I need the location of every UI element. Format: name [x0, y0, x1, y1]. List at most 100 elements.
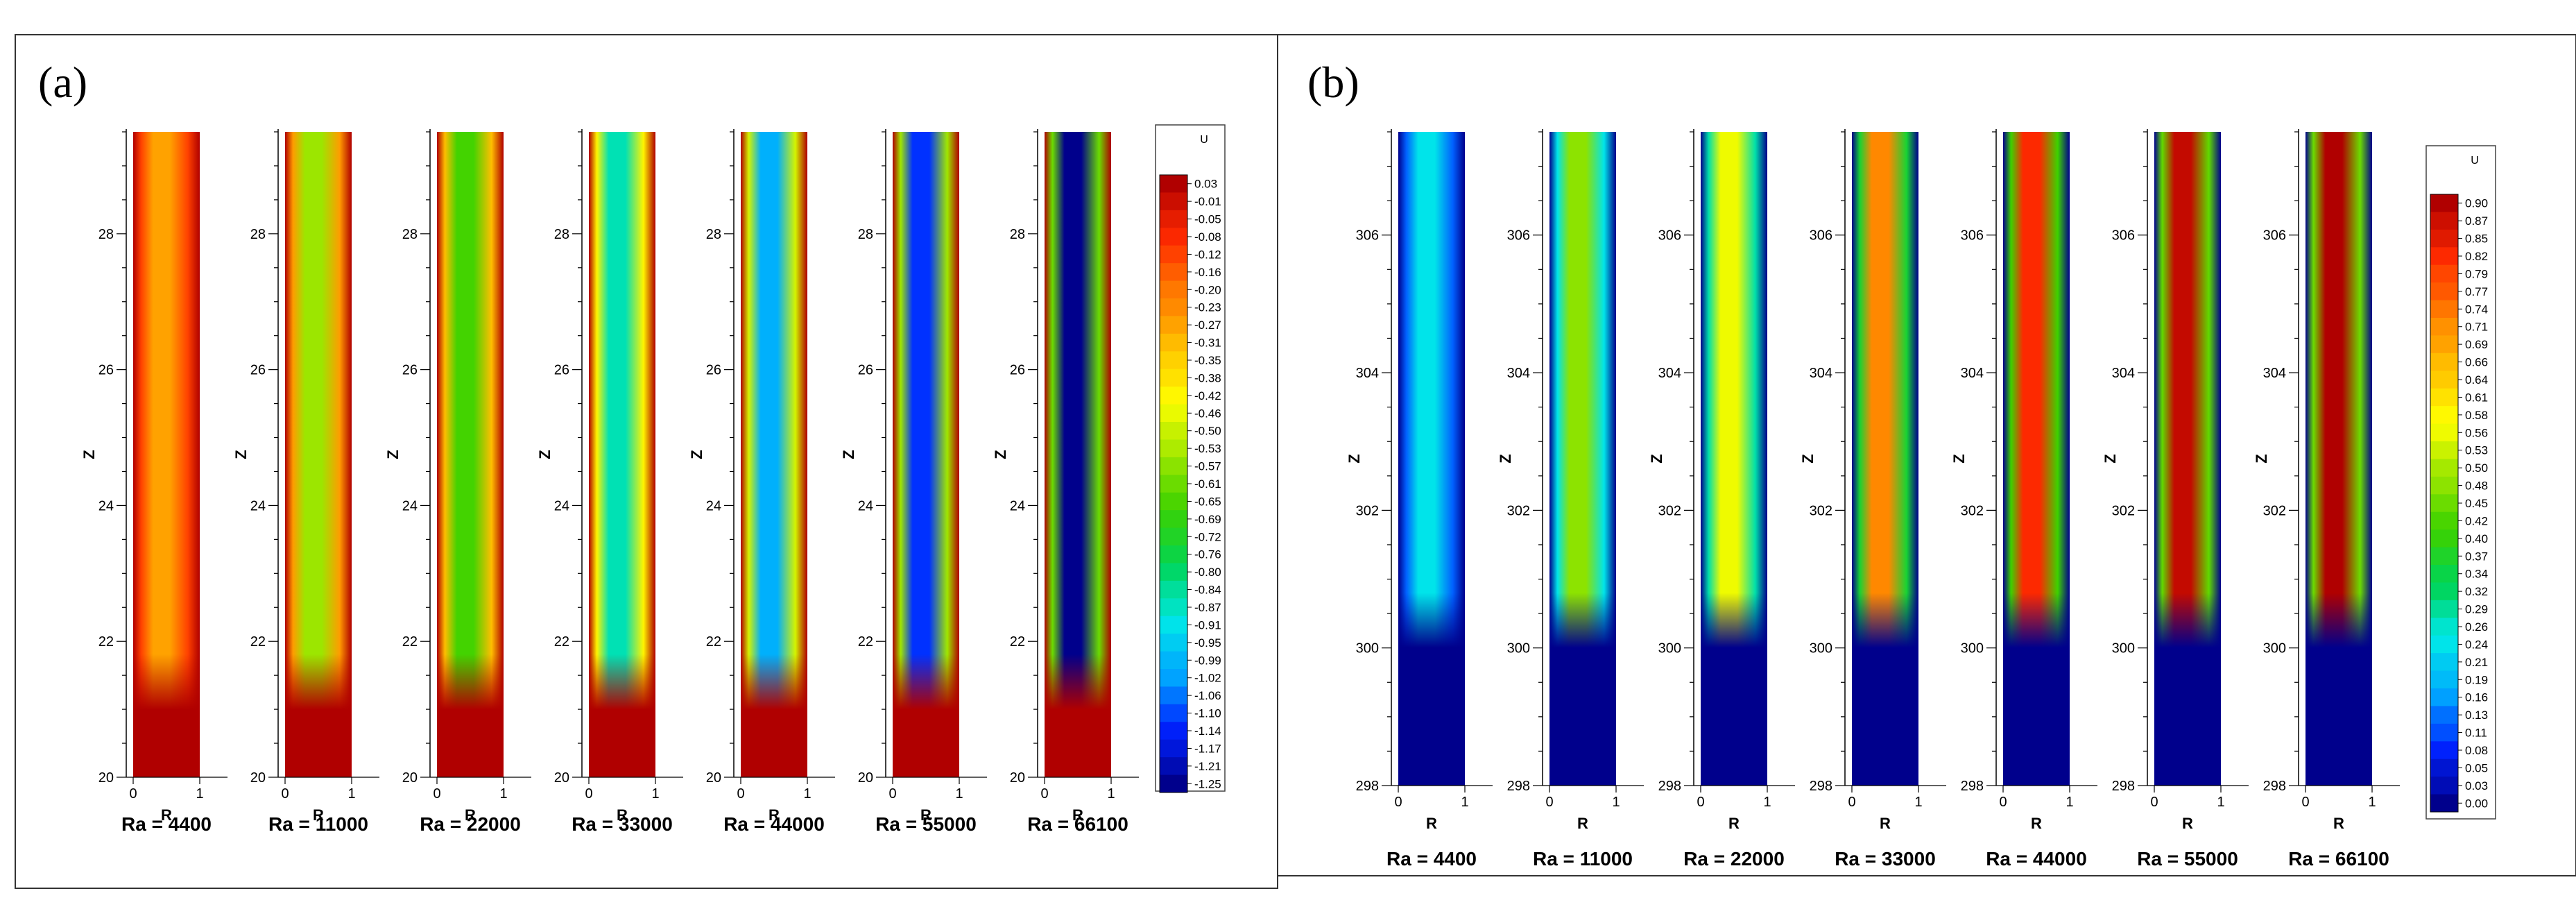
- colorbar-band: [1160, 669, 1187, 687]
- r-tick-label: 1: [2368, 795, 2376, 810]
- colorbar-band: [2430, 423, 2458, 442]
- plot-b-4: 298 300 302 304 306 Z 0 1 R Ra = 33000: [1799, 129, 1946, 870]
- z-tick-label: 298: [1961, 779, 1984, 794]
- colorbar-level-label: 0.13: [2465, 709, 2488, 722]
- colorbar-level-label: -0.12: [1194, 248, 1221, 261]
- colorbar-band: [2430, 388, 2458, 407]
- colorbar-band: [1160, 651, 1187, 670]
- r-axis-title: R: [1880, 815, 1891, 832]
- z-tick-label: 298: [1507, 779, 1530, 794]
- colorbar-band: [1160, 475, 1187, 493]
- z-tick-label: 28: [250, 227, 266, 242]
- ra-label-b-5: Ra = 44000: [1986, 848, 2087, 870]
- colorbar-band: [2430, 229, 2458, 248]
- r-tick-label: 1: [1461, 795, 1468, 810]
- colorbar-band: [1160, 563, 1187, 582]
- z-tick-label: 302: [2112, 503, 2135, 518]
- z-tick-label: 26: [554, 363, 569, 378]
- entry-region-a-7: [1045, 132, 1111, 777]
- ra-label-b-4: Ra = 33000: [1835, 848, 1936, 870]
- colorbar-band: [2430, 459, 2458, 477]
- z-tick-label: 28: [706, 227, 721, 242]
- plot-a-4: 20 22 24 26 28 Z 0 1 RRa = 33000: [536, 129, 683, 835]
- colorbar-band: [1160, 739, 1187, 758]
- z-tick-label: 28: [858, 227, 873, 242]
- z-tick-label: 22: [250, 634, 266, 650]
- colorbar-level-label: -0.05: [1194, 213, 1221, 226]
- entry-region-a-2: [285, 132, 352, 777]
- r-tick-label: 0: [1999, 795, 2007, 810]
- panel-b-label: (b): [1307, 58, 1359, 107]
- colorbar-band: [2430, 318, 2458, 336]
- colorbar-band: [1160, 368, 1187, 387]
- r-axis-title: R: [2031, 815, 2042, 832]
- r-tick-label: 0: [2150, 795, 2158, 810]
- colorbar-level-label: -0.57: [1194, 460, 1221, 473]
- r-tick-label: 1: [1914, 795, 1922, 810]
- colorbar-band: [2430, 406, 2458, 425]
- r-tick-label: 1: [803, 786, 811, 802]
- r-tick-label: 0: [2301, 795, 2309, 810]
- colorbar-band: [1160, 616, 1187, 634]
- z-tick-label: 298: [1658, 779, 1681, 794]
- colorbar-band: [2430, 758, 2458, 777]
- ra-label-a-6: Ra = 55000: [875, 813, 977, 835]
- colorbar-level-label: -0.76: [1194, 548, 1221, 561]
- ra-label-b-3: Ra = 22000: [1683, 848, 1785, 870]
- colorbar-level-label: -0.08: [1194, 230, 1221, 244]
- colorbar-band: [2430, 706, 2458, 724]
- colorbar-band: [2430, 547, 2458, 566]
- colorbar-band: [1160, 722, 1187, 740]
- z-tick-label: 304: [1658, 366, 1681, 381]
- colorbar-level-label: -0.01: [1194, 195, 1221, 208]
- z-axis-title: Z: [992, 450, 1009, 459]
- colorbar-band: [2430, 476, 2458, 495]
- z-tick-label: 306: [1356, 228, 1379, 244]
- z-tick-label: 302: [1658, 503, 1681, 518]
- z-tick-label: 28: [98, 227, 114, 242]
- colorbar-level-label: 0.24: [2465, 638, 2488, 651]
- r-tick-label: 0: [1848, 795, 1855, 810]
- colorbar-level-label: -0.91: [1194, 618, 1221, 631]
- colorbar-level-label: 0.77: [2465, 285, 2488, 298]
- colorbar-band: [1160, 210, 1187, 228]
- colorbar-level-label: -1.25: [1194, 777, 1221, 790]
- r-tick-label: 1: [2217, 795, 2224, 810]
- colorbar-level-label: 0.11: [2465, 727, 2487, 740]
- colorbar-band: [2430, 723, 2458, 742]
- colorbar-level-label: 0.82: [2465, 250, 2488, 263]
- z-tick-label: 306: [2263, 228, 2286, 244]
- colorbar-band: [1160, 316, 1187, 334]
- colorbar-band: [1160, 774, 1187, 793]
- colorbar-band: [2430, 565, 2458, 583]
- r-tick-label: 1: [2066, 795, 2073, 810]
- colorbar-level-label: -0.72: [1194, 530, 1221, 543]
- z-tick-label: 20: [402, 770, 418, 786]
- colorbar-band: [1160, 333, 1187, 352]
- z-tick-label: 24: [98, 498, 114, 514]
- ra-label-b-6: Ra = 55000: [2137, 848, 2238, 870]
- ra-label-a-7: Ra = 66100: [1027, 813, 1128, 835]
- colorbar-level-label: 0.26: [2465, 620, 2488, 634]
- r-tick-label: 0: [585, 786, 592, 802]
- r-axis-title: R: [1577, 815, 1588, 832]
- colorbar-level-label: 0.45: [2465, 497, 2488, 510]
- z-tick-label: 304: [2263, 366, 2286, 381]
- r-axis-title: R: [1072, 806, 1083, 824]
- colorbar-level-label: 0.50: [2465, 461, 2488, 475]
- entry-region-a-1: [133, 132, 200, 777]
- ra-label-b-2: Ra = 11000: [1533, 848, 1633, 870]
- z-axis-title: Z: [840, 450, 857, 459]
- ra-label-a-1: Ra = 4400: [121, 813, 212, 835]
- z-axis-title: Z: [1497, 454, 1514, 463]
- entry-region-a-4: [589, 132, 655, 777]
- colorbar-band: [2430, 529, 2458, 548]
- colorbar-level-label: -0.80: [1194, 566, 1221, 579]
- z-tick-label: 302: [1356, 503, 1379, 518]
- r-tick-label: 1: [955, 786, 963, 802]
- plot-b-7: 298 300 302 304 306 Z 0 1 R Ra = 66100: [2253, 129, 2400, 870]
- colorbar-band: [2430, 212, 2458, 230]
- z-tick-label: 304: [2112, 366, 2135, 381]
- colorbar-band: [2430, 582, 2458, 601]
- z-tick-label: 26: [706, 363, 721, 378]
